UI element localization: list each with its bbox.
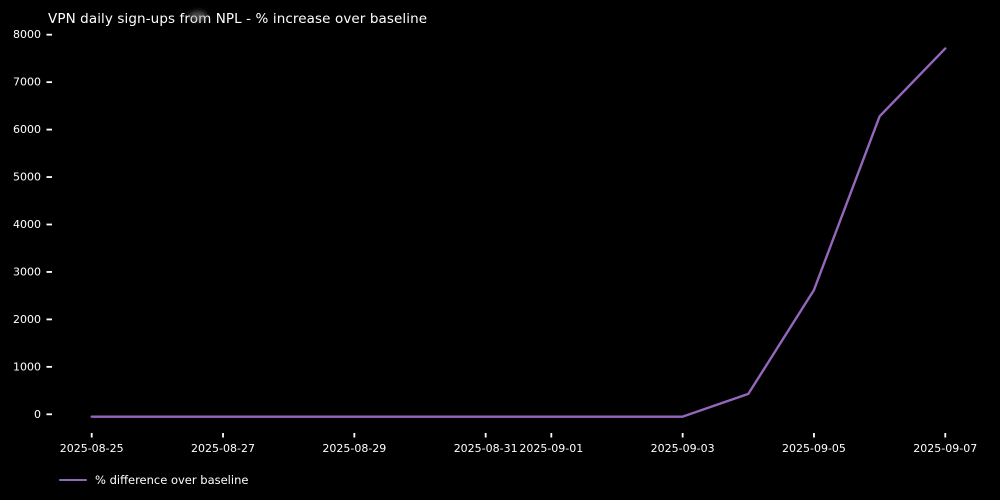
- y-tick-label: 8000: [13, 28, 41, 41]
- y-tick-label: 1000: [13, 360, 41, 373]
- x-tick-label: 2025-08-27: [191, 442, 255, 455]
- x-tick-label: 2025-09-07: [913, 442, 977, 455]
- legend-label: % difference over baseline: [95, 473, 249, 487]
- y-tick-label: 4000: [13, 218, 41, 231]
- y-tick-label: 0: [34, 408, 41, 421]
- x-tick-label: 2025-09-01: [519, 442, 583, 455]
- x-tick-label: 2025-09-05: [782, 442, 846, 455]
- x-tick-label: 2025-08-31: [454, 442, 518, 455]
- chart-title: VPN daily sign-ups from NPL - % increase…: [48, 11, 428, 27]
- y-tick-label: 3000: [13, 265, 41, 278]
- x-tick-label: 2025-08-29: [322, 442, 386, 455]
- data-line-series: [90, 47, 947, 418]
- legend: % difference over baseline: [59, 473, 248, 487]
- x-tick-label: 2025-08-25: [60, 442, 124, 455]
- y-tick-label: 6000: [13, 123, 41, 136]
- y-tick-label: 5000: [13, 171, 41, 184]
- x-tick-label: 2025-09-03: [651, 442, 715, 455]
- legend-line-swatch: [59, 478, 87, 482]
- y-tick-label: 7000: [13, 76, 41, 89]
- y-tick-label: 2000: [13, 313, 41, 326]
